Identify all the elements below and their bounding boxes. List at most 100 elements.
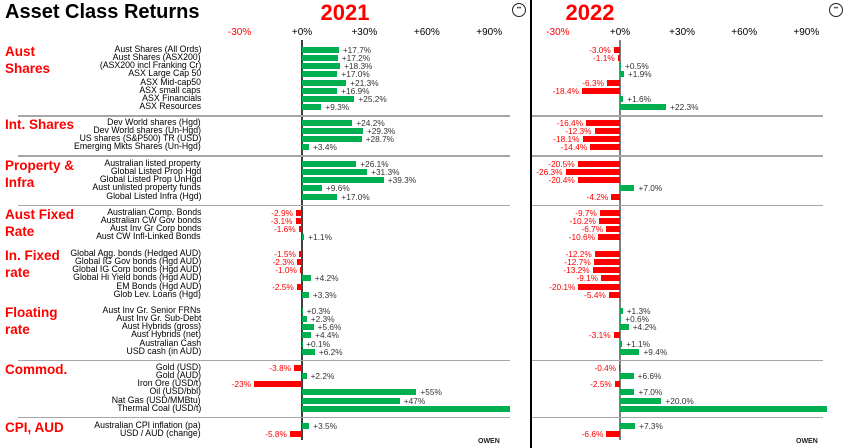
row-label: Global Agg. bonds (Hedged AUD) [70,248,201,259]
data-label: +9.3% [325,102,350,113]
data-label: +5.6% [317,322,342,333]
data-label: +17.0% [341,69,370,80]
x-tick-label: +30% [669,27,696,38]
bar-positive [302,128,363,135]
bar-negative [565,169,620,176]
bar-positive [302,144,310,151]
data-label: -0.4% [594,363,617,373]
data-label: +47% [403,395,426,406]
row-label: Global Hi Yield bonds (Hgd AUD) [72,272,201,284]
data-label: +28.7% [365,134,395,145]
row-label: Aust Hybrids (gross) [121,321,201,333]
bar-negative [613,47,620,53]
row-label: Dev World shares (Hgd) [107,117,201,128]
x-tick-label: +0% [609,27,631,38]
bar-positive [302,79,347,86]
row-label: Gold (AUD) [155,370,201,382]
row-label: ASX Large Cap 50 [128,68,201,80]
data-label: -20.4% [548,175,575,186]
bar-positive [620,389,635,396]
row-label: Aust Shares (All Ords) [114,44,201,55]
bar-negative [611,193,620,200]
data-label: +1.6% [627,93,652,104]
bar-positive [302,136,362,143]
row-label: Aust CW Infl-Linked Bonds [96,231,201,243]
bar-positive [302,95,355,102]
data-label: -13.2% [563,265,590,276]
bar-positive [302,389,417,396]
data-label: +22.3% [670,102,699,113]
group-separator [532,204,823,207]
bar-negative [582,136,620,143]
row-label: Australian CPI inflation (pa) [94,420,201,431]
data-label: -1.0% [275,265,297,276]
data-label: +7.0% [638,183,663,194]
data-label: +0.6% [625,314,649,325]
data-label: -6.3% [582,77,604,88]
data-label: +18.3% [344,61,373,72]
row-label: Aust Inv Gr. Sub-Debt [115,313,201,325]
bar-positive [620,308,623,314]
data-label: +29.3% [366,126,396,137]
panel-year-2021: 2021 [320,0,370,25]
x-tick-label: +90% [793,27,820,38]
data-label: +4.2% [314,273,339,284]
data-label: -3.1% [270,216,293,227]
data-label: -2.3% [272,257,295,268]
bar-positive [620,95,624,102]
bar-positive [302,316,307,323]
bar-positive [302,104,322,111]
data-label: +20.0% [665,395,694,406]
bar-positive [302,397,400,404]
data-label: +21.3% [350,77,379,88]
data-label: -2.5% [272,281,294,292]
row-label: Global IG Gov bonds (Hgd AUD) [74,256,201,268]
bar-positive [302,373,307,380]
group-label: In. Fixed rate [5,248,60,280]
bar-negative [299,267,302,274]
bar-positive [302,291,309,298]
row-label: Thermal Coal (USD/t) [116,402,201,414]
zero-axis-line [619,40,621,440]
bar-positive [302,348,315,355]
data-label: +25.2% [358,93,387,104]
bar-positive [302,308,303,314]
data-label: +0.1% [306,338,330,349]
row-label: ASX Financials [141,92,201,104]
row-label: Aust Shares (ASX200) [113,52,201,64]
footer-label: OWEN [478,438,500,445]
group-label: Floating rate [5,305,58,337]
bar-positive [620,71,624,78]
bar-positive [302,405,510,412]
row-label: (ASX200 incl Franking Cr) [99,60,201,72]
data-label: +17.7% [342,45,372,55]
bar-negative [599,210,620,216]
bar-positive [620,405,827,412]
data-label: +7.3% [639,421,663,431]
data-label: -12.2% [565,249,592,259]
group-label: Property & Infra [5,158,75,190]
data-label: +3.4% [313,142,337,153]
row-label: Aust Hybrids (net) [131,329,201,341]
data-label: +3.5% [313,421,338,431]
face-logo-icon: •• [512,3,526,17]
data-label: +0.3% [306,306,331,316]
group-label: Int. Shares [5,117,75,132]
bar-positive [620,373,634,380]
bar-negative [296,283,302,290]
data-label: -5.8% [265,429,287,440]
bar-negative [594,251,620,257]
data-label: +4.2% [632,322,657,333]
x-tick-label: +60% [413,27,440,38]
bar-negative [606,79,620,86]
group-separator [18,359,510,362]
x-tick-label: -30% [227,27,252,38]
data-label: -9.1% [576,273,599,284]
data-label: -1.5% [274,249,296,259]
group-label: Aust Fixed Rate [5,207,75,239]
data-label: -20.1% [549,281,576,292]
data-label: +17.2% [341,53,371,64]
footer-label: OWEN [796,438,818,445]
row-label: EM Bonds (Hgd AUD) [115,280,201,292]
bar-positive [302,161,357,167]
